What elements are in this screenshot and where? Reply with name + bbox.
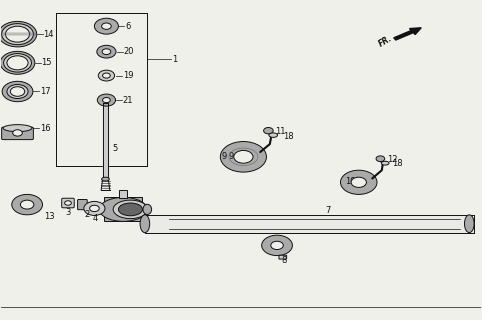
- Circle shape: [3, 53, 31, 72]
- Circle shape: [65, 201, 71, 205]
- Circle shape: [9, 57, 26, 68]
- Text: 10: 10: [345, 177, 356, 186]
- Circle shape: [103, 73, 110, 78]
- FancyBboxPatch shape: [62, 198, 74, 208]
- Ellipse shape: [113, 200, 148, 219]
- Text: 16: 16: [40, 124, 50, 132]
- Circle shape: [90, 205, 99, 212]
- Text: 19: 19: [123, 71, 133, 80]
- Circle shape: [97, 45, 116, 58]
- FancyBboxPatch shape: [279, 255, 287, 259]
- Circle shape: [98, 70, 115, 81]
- Text: 15: 15: [41, 58, 52, 67]
- Ellipse shape: [143, 204, 152, 214]
- Circle shape: [97, 94, 116, 106]
- Ellipse shape: [99, 197, 147, 221]
- Ellipse shape: [119, 203, 143, 216]
- Ellipse shape: [465, 215, 474, 233]
- FancyBboxPatch shape: [78, 199, 87, 210]
- Circle shape: [10, 87, 25, 96]
- Circle shape: [1, 24, 33, 45]
- Circle shape: [84, 201, 105, 215]
- Text: 8: 8: [282, 256, 287, 265]
- Text: 3: 3: [66, 208, 71, 217]
- Circle shape: [102, 23, 111, 29]
- Circle shape: [262, 235, 293, 256]
- Circle shape: [220, 141, 267, 172]
- Text: 6: 6: [125, 22, 131, 31]
- Text: 12: 12: [387, 155, 397, 164]
- Circle shape: [351, 177, 366, 188]
- Text: 1: 1: [172, 55, 177, 64]
- Bar: [104, 197, 143, 221]
- Text: 7: 7: [325, 206, 330, 215]
- Text: 9: 9: [221, 152, 227, 161]
- Circle shape: [5, 26, 29, 42]
- Text: 18: 18: [392, 159, 403, 168]
- Circle shape: [340, 170, 377, 195]
- Text: 17: 17: [40, 87, 51, 96]
- FancyArrow shape: [394, 28, 421, 40]
- Circle shape: [12, 195, 42, 215]
- Circle shape: [2, 81, 33, 102]
- Text: FR.: FR.: [377, 34, 394, 49]
- Text: 21: 21: [123, 96, 133, 105]
- Text: 18: 18: [283, 132, 294, 140]
- Bar: [120, 190, 127, 198]
- Text: 13: 13: [44, 212, 55, 221]
- Circle shape: [7, 84, 28, 99]
- Ellipse shape: [381, 161, 389, 165]
- Circle shape: [271, 241, 283, 250]
- Circle shape: [234, 150, 253, 163]
- Circle shape: [0, 21, 37, 47]
- Text: 11: 11: [275, 127, 285, 136]
- Circle shape: [0, 51, 35, 74]
- Circle shape: [376, 156, 385, 162]
- Text: 20: 20: [124, 47, 134, 56]
- Circle shape: [20, 200, 34, 209]
- Ellipse shape: [102, 177, 109, 181]
- Circle shape: [264, 127, 273, 134]
- Circle shape: [94, 18, 119, 34]
- Text: 2: 2: [84, 210, 90, 219]
- Circle shape: [7, 56, 28, 70]
- Text: 9: 9: [229, 152, 234, 161]
- Text: 5: 5: [113, 144, 118, 153]
- Text: 4: 4: [93, 214, 98, 223]
- Circle shape: [7, 27, 28, 41]
- Circle shape: [13, 130, 22, 136]
- Circle shape: [10, 87, 25, 96]
- Ellipse shape: [3, 124, 32, 132]
- Circle shape: [102, 49, 111, 54]
- Ellipse shape: [269, 133, 278, 137]
- Circle shape: [103, 98, 110, 103]
- FancyBboxPatch shape: [1, 127, 33, 140]
- Ellipse shape: [140, 215, 150, 233]
- Text: 14: 14: [43, 30, 54, 39]
